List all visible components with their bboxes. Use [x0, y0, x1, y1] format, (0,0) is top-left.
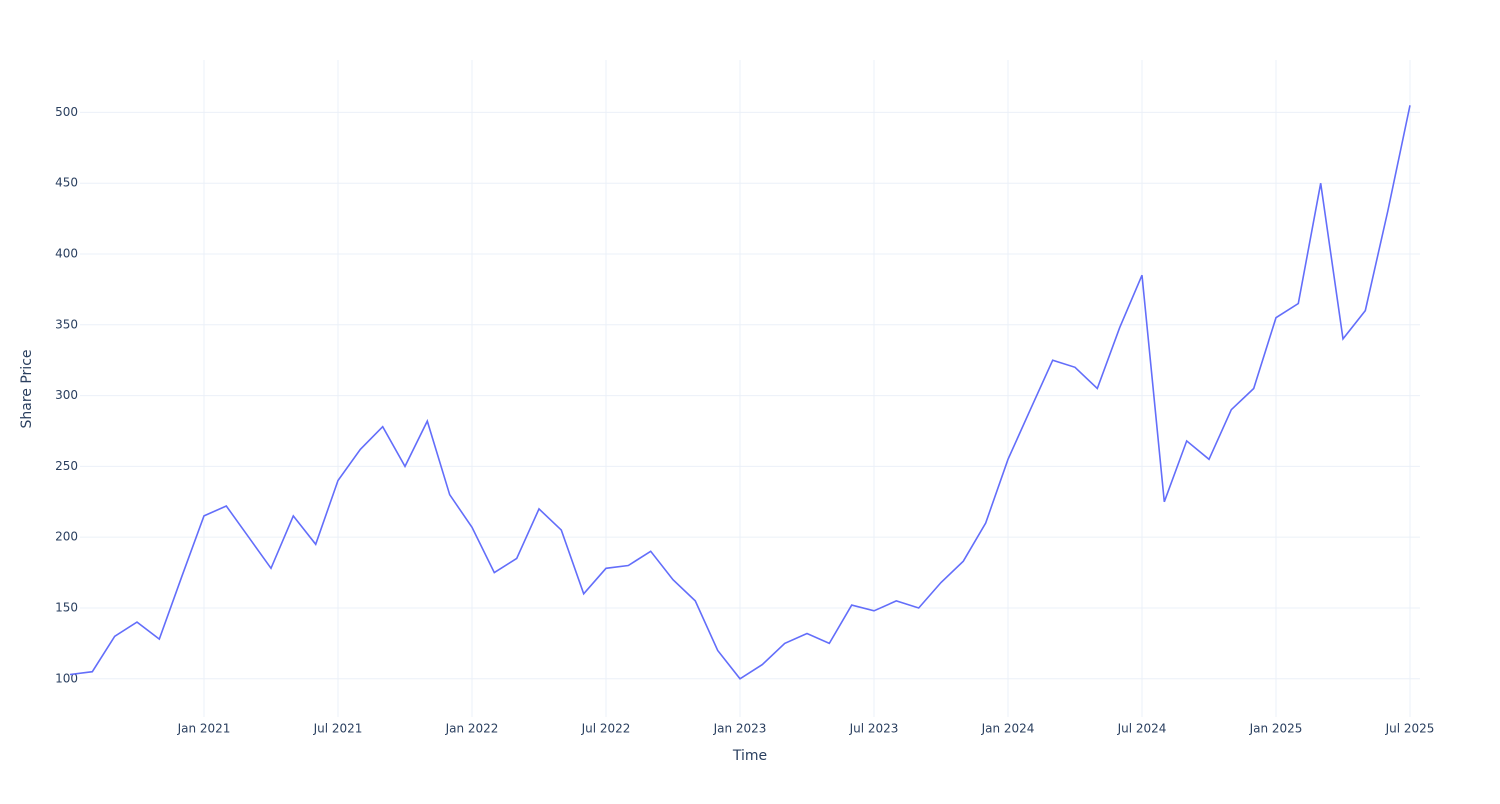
- grid: [80, 60, 1420, 717]
- y-tick-label: 300: [55, 388, 78, 402]
- x-axis-title: Time: [732, 748, 767, 764]
- x-tick-label: Jan 2024: [981, 722, 1035, 736]
- y-tick-label: 450: [55, 176, 78, 190]
- x-tick-label: Jan 2022: [445, 722, 499, 736]
- y-tick-label: 150: [55, 600, 78, 614]
- x-tick-label: Jul 2023: [849, 722, 899, 736]
- y-tick-label: 500: [55, 105, 78, 119]
- y-axis-title: Share Price: [19, 349, 35, 428]
- line-series: [69, 105, 1411, 680]
- y-tick-label: 400: [55, 246, 78, 260]
- x-tick-label: Jul 2024: [1117, 722, 1167, 736]
- x-tick-label: Jan 2025: [1249, 722, 1303, 736]
- x-tick-label: Jan 2023: [713, 722, 767, 736]
- y-tick-label: 350: [55, 317, 78, 331]
- x-tick-label: Jul 2021: [313, 722, 363, 736]
- y-tick-label: 250: [55, 459, 78, 473]
- x-tick-label: Jul 2022: [581, 722, 631, 736]
- x-tick-label: Jul 2025: [1385, 722, 1435, 736]
- y-tick-label: 200: [55, 530, 78, 544]
- x-tick-label: Jan 2021: [177, 722, 231, 736]
